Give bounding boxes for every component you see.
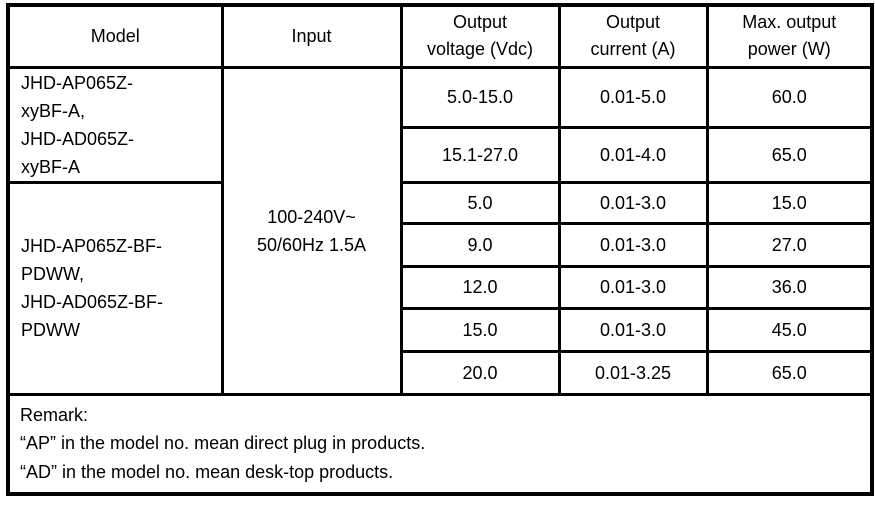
output-current-cell: 0.01-4.0 xyxy=(557,126,709,184)
table-row: 9.0 0.01-3.0 27.0 xyxy=(8,221,874,268)
model-cell-group-2: JHD-AP065Z-BF- PDWW, JHD-AD065Z-BF- PDWW xyxy=(6,180,224,396)
output-voltage-cell: 15.0 xyxy=(399,306,561,353)
max-power-cell: 45.0 xyxy=(705,306,874,353)
max-power-cell: 60.0 xyxy=(705,65,874,130)
header-input: Input xyxy=(220,3,403,69)
max-power-cell: 15.0 xyxy=(705,180,874,225)
header-output-voltage: Output voltage (Vdc) xyxy=(399,3,561,69)
table-row: JHD-AP065Z-BF- PDWW, JHD-AD065Z-BF- PDWW… xyxy=(6,180,874,396)
table-row: 20.0 0.01-3.25 65.0 xyxy=(8,349,874,396)
output-current-cell: 0.01-3.0 xyxy=(557,264,709,310)
output-voltage-cell: 12.0 xyxy=(399,264,561,310)
header-max-output-power: Max. output power (W) xyxy=(705,3,874,69)
output-current-cell: 0.01-3.0 xyxy=(557,180,709,225)
table-row: 15.0 0.01-3.0 45.0 xyxy=(8,306,874,353)
output-current-cell: 0.01-5.0 xyxy=(557,65,709,130)
header-row: Model Input Output voltage (Vdc) Output … xyxy=(6,3,874,69)
input-cell: 100-240V~ 50/60Hz 1.5A xyxy=(220,65,403,396)
table-row: 15.1-27.0 0.01-4.0 65.0 xyxy=(8,126,874,184)
output-current-cell: 0.01-3.0 xyxy=(557,306,709,353)
max-power-cell: 27.0 xyxy=(705,221,874,268)
output-voltage-cell: 5.0 xyxy=(399,180,561,225)
max-power-cell: 36.0 xyxy=(705,264,874,310)
table-row: 12.0 0.01-3.0 36.0 xyxy=(8,264,874,310)
remark-cell: Remark: “AP” in the model no. mean direc… xyxy=(6,392,874,496)
output-voltage-cell: 15.1-27.0 xyxy=(399,126,561,184)
header-output-current: Output current (A) xyxy=(557,3,709,69)
output-voltage-cell: 9.0 xyxy=(399,221,561,268)
table-row: JHD-AP065Z- xyBF-A, JHD-AD065Z- xyBF-A 1… xyxy=(6,65,874,396)
output-voltage-cell: 20.0 xyxy=(399,349,561,396)
max-power-cell: 65.0 xyxy=(705,126,874,184)
model-cell-group-1: JHD-AP065Z- xyBF-A, JHD-AD065Z- xyBF-A xyxy=(6,65,224,184)
max-power-cell: 65.0 xyxy=(705,349,874,396)
output-current-cell: 0.01-3.25 xyxy=(557,349,709,396)
remark-row: Remark: “AP” in the model no. mean direc… xyxy=(6,392,874,496)
power-supply-spec-table: Model Input Output voltage (Vdc) Output … xyxy=(6,3,874,496)
header-model: Model xyxy=(6,3,224,69)
output-voltage-cell: 5.0-15.0 xyxy=(399,65,561,130)
output-current-cell: 0.01-3.0 xyxy=(557,221,709,268)
